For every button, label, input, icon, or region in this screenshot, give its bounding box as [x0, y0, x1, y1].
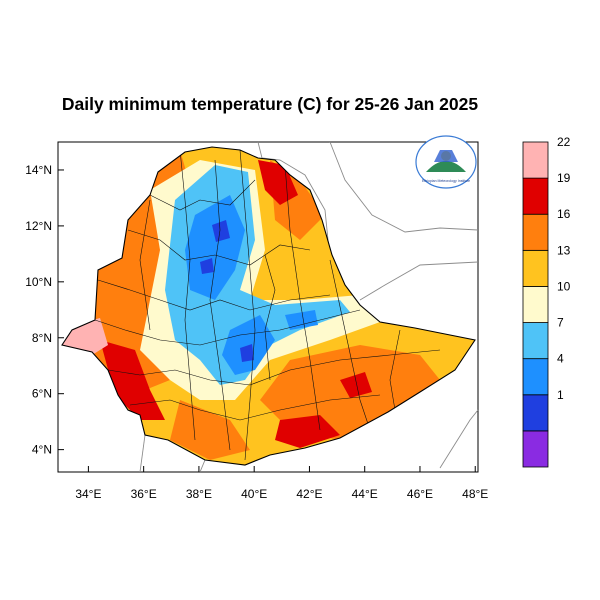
y-tick-label: 4°N: [32, 443, 52, 457]
field-4-7-north: [185, 195, 245, 300]
colorbar-label: 4: [557, 352, 564, 366]
y-tick-label: 10°N: [25, 275, 52, 289]
x-tick-label: 44°E: [352, 487, 378, 501]
x-tick-label: 48°E: [462, 487, 488, 501]
colorbar-bin: [522, 430, 549, 468]
colorbar-bin: [522, 213, 549, 251]
field-4-7-east: [285, 310, 318, 330]
y-tick-label: 12°N: [25, 219, 52, 233]
x-tick-label: 38°E: [186, 487, 212, 501]
x-tick-label: 40°E: [241, 487, 267, 501]
colorbar-bin: [522, 177, 549, 215]
field-19-22-southeast: [275, 415, 340, 448]
logo-text: Ethiopian Meteorology Institute: [422, 179, 470, 183]
x-tick-label: 36°E: [131, 487, 157, 501]
institute-logo: Ethiopian Meteorology Institute: [415, 135, 477, 189]
x-tick-label: 34°E: [75, 487, 101, 501]
colorbar-bin: [522, 286, 549, 323]
field-4-7-central: [222, 315, 275, 375]
y-tick-label: 6°N: [32, 387, 52, 401]
field-19-22-southwest: [100, 340, 165, 420]
field-1-4-c: [240, 344, 254, 362]
colorbar-label: 13: [557, 243, 571, 257]
colorbar-bin: [522, 322, 549, 360]
plot-frame: [57, 141, 479, 473]
colorbar-label: 19: [557, 171, 571, 185]
colorbar-label: 10: [557, 279, 571, 293]
colorbar-bin: [522, 358, 549, 396]
axis-ticks: 34°E 36°E 38°E 40°E 42°E 44°E 46°E 48°E 14°N 12°N…: [25, 163, 488, 501]
colorbar-label: 22: [557, 135, 571, 149]
field-1-4-a: [212, 220, 230, 242]
colorbar-label: 1: [557, 388, 564, 402]
colorbar-bin: [522, 394, 549, 432]
admin-boundaries: [94, 149, 441, 461]
colorbar-label: 16: [557, 207, 571, 221]
colorbar-bin: [522, 249, 549, 287]
y-tick-label: 8°N: [32, 331, 52, 345]
field-1-4-b: [200, 258, 214, 274]
colorbar-bin: [522, 141, 549, 179]
colorbar: 1 4 7 10 13 16 19 22: [522, 135, 571, 468]
x-tick-label: 42°E: [296, 487, 322, 501]
y-tick-label: 14°N: [25, 163, 52, 177]
field-16-19-south: [170, 400, 250, 460]
neighbor-borders: [139, 141, 479, 473]
colorbar-label: 7: [557, 316, 564, 330]
field-19-22-ogaden: [340, 372, 372, 398]
field-19-22-afar: [258, 160, 298, 205]
x-tick-label: 46°E: [407, 487, 433, 501]
map-title: Daily minimum temperature (C) for 25-26 …: [61, 94, 479, 114]
